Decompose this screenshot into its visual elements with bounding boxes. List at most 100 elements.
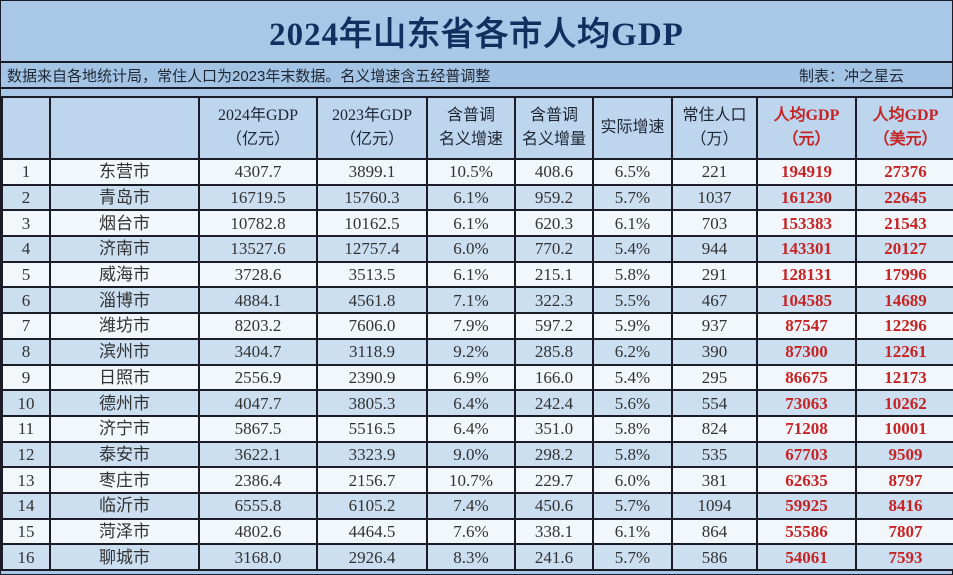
nominal-increase-cell: 959.2: [514, 183, 594, 212]
rank-cell: 2: [1, 183, 51, 212]
gdp-2024-cell: 8203.2: [198, 312, 318, 340]
gdp-2024-cell: 2556.9: [198, 363, 318, 392]
real-growth-cell: 5.4%: [592, 235, 673, 263]
gdp-2024-cell: 6555.8: [198, 491, 318, 520]
population-cell: 390: [671, 337, 758, 366]
population-cell: 586: [671, 543, 758, 571]
real-growth-cell: 5.7%: [592, 183, 673, 212]
per-capita-cny-cell: 153383: [756, 209, 857, 238]
per-capita-usd-cell: 12173: [855, 363, 953, 392]
gdp-2023-cell: 3118.9: [316, 337, 428, 366]
table-row: 1 东营市 4307.7 3899.1 10.5% 408.6 6.5% 221 194919 2…: [1, 158, 953, 186]
rank-cell: 12: [1, 440, 51, 469]
nominal-increase-cell: 229.7: [514, 466, 594, 494]
city-cell: 临沂市: [49, 491, 200, 520]
gdp-2023-cell: 4561.8: [316, 286, 428, 315]
per-capita-cny-cell: 54061: [756, 543, 857, 571]
city-cell: 聊城市: [49, 543, 200, 571]
nominal-increase-cell: 166.0: [514, 363, 594, 392]
table-row: 5 威海市 3728.6 3513.5 6.1% 215.1 5.8% 291 128131 17…: [1, 260, 953, 289]
nominal-increase-cell: 351.0: [514, 414, 594, 443]
per-capita-cny-cell: 59925: [756, 491, 857, 520]
population-cell: 381: [671, 466, 758, 494]
nominal-growth-cell: 6.1%: [426, 183, 516, 212]
table-row: 8 滨州市 3404.7 3118.9 9.2% 285.8 6.2% 390 87300 122…: [1, 337, 953, 366]
population-cell: 1037: [671, 183, 758, 212]
per-capita-usd-cell: 21543: [855, 209, 953, 238]
population-cell: 703: [671, 209, 758, 238]
rank-cell: 15: [1, 517, 51, 546]
gdp-2023-cell: 7606.0: [316, 312, 428, 340]
nominal-growth-cell: 6.1%: [426, 209, 516, 238]
real-growth-cell: 6.5%: [592, 158, 673, 186]
population-cell: 291: [671, 260, 758, 289]
col-header-per-capita-cny: 人均GDP （元）: [756, 96, 857, 160]
data-source-note: 数据来自各地统计局，常住人口为2023年末数据。名义增速含五经普调整: [7, 67, 491, 85]
table-body: 1 东营市 4307.7 3899.1 10.5% 408.6 6.5% 221 194919 2…: [1, 158, 953, 571]
col-header-per-capita-usd: 人均GDP （美元）: [855, 96, 953, 160]
gdp-2024-cell: 4307.7: [198, 158, 318, 186]
real-growth-cell: 5.9%: [592, 312, 673, 340]
per-capita-cny-cell: 73063: [756, 389, 857, 417]
gdp-2023-cell: 4464.5: [316, 517, 428, 546]
population-cell: 824: [671, 414, 758, 443]
per-capita-usd-cell: 10001: [855, 414, 953, 443]
gdp-2023-cell: 3323.9: [316, 440, 428, 469]
per-capita-cny-cell: 62635: [756, 466, 857, 494]
spacer: [1, 89, 952, 96]
col-header-gdp-2024: 2024年GDP （亿元）: [198, 96, 318, 160]
per-capita-usd-cell: 8797: [855, 466, 953, 494]
gdp-2024-cell: 3168.0: [198, 543, 318, 571]
header-row: 2024年GDP （亿元） 2023年GDP （亿元） 含普调 名义增速 含普调…: [1, 96, 953, 160]
real-growth-cell: 5.4%: [592, 363, 673, 392]
rank-cell: 1: [1, 158, 51, 186]
table-row: 13 枣庄市 2386.4 2156.7 10.7% 229.7 6.0% 381 62635 8…: [1, 466, 953, 494]
city-cell: 东营市: [49, 158, 200, 186]
per-capita-cny-cell: 67703: [756, 440, 857, 469]
gdp-2023-cell: 2926.4: [316, 543, 428, 571]
per-capita-usd-cell: 20127: [855, 235, 953, 263]
rank-cell: 3: [1, 209, 51, 238]
nominal-growth-cell: 7.9%: [426, 312, 516, 340]
nominal-increase-cell: 298.2: [514, 440, 594, 469]
population-cell: 554: [671, 389, 758, 417]
gdp-2024-cell: 3404.7: [198, 337, 318, 366]
rank-cell: 6: [1, 286, 51, 315]
gdp-2024-cell: 10782.8: [198, 209, 318, 238]
gdp-2024-cell: 3622.1: [198, 440, 318, 469]
nominal-increase-cell: 285.8: [514, 337, 594, 366]
nominal-increase-cell: 408.6: [514, 158, 594, 186]
real-growth-cell: 5.6%: [592, 389, 673, 417]
nominal-increase-cell: 322.3: [514, 286, 594, 315]
nominal-growth-cell: 10.7%: [426, 466, 516, 494]
city-cell: 泰安市: [49, 440, 200, 469]
population-cell: 295: [671, 363, 758, 392]
city-cell: 威海市: [49, 260, 200, 289]
nominal-growth-cell: 8.3%: [426, 543, 516, 571]
rank-cell: 7: [1, 312, 51, 340]
rank-cell: 4: [1, 235, 51, 263]
nominal-growth-cell: 7.1%: [426, 286, 516, 315]
gdp-2024-cell: 4884.1: [198, 286, 318, 315]
gdp-2024-cell: 4802.6: [198, 517, 318, 546]
table-row: 12 泰安市 3622.1 3323.9 9.0% 298.2 5.8% 535 67703 95…: [1, 440, 953, 469]
table-row: 3 烟台市 10782.8 10162.5 6.1% 620.3 6.1% 703 153383…: [1, 209, 953, 238]
real-growth-cell: 6.0%: [592, 466, 673, 494]
gdp-table: 2024年GDP （亿元） 2023年GDP （亿元） 含普调 名义增速 含普调…: [1, 96, 953, 571]
gdp-2023-cell: 2390.9: [316, 363, 428, 392]
nominal-growth-cell: 7.6%: [426, 517, 516, 546]
per-capita-usd-cell: 12296: [855, 312, 953, 340]
table-row: 9 日照市 2556.9 2390.9 6.9% 166.0 5.4% 295 86675 121…: [1, 363, 953, 392]
nominal-increase-cell: 241.6: [514, 543, 594, 571]
table-row: 4 济南市 13527.6 12757.4 6.0% 770.2 5.4% 944 143301…: [1, 235, 953, 263]
per-capita-usd-cell: 12261: [855, 337, 953, 366]
rank-cell: 13: [1, 466, 51, 494]
table-credit: 制表：冲之星云: [798, 67, 904, 85]
per-capita-usd-cell: 7807: [855, 517, 953, 546]
table-row: 16 聊城市 3168.0 2926.4 8.3% 241.6 5.7% 586 54061 75…: [1, 543, 953, 571]
population-cell: 467: [671, 286, 758, 315]
gdp-2024-cell: 4047.7: [198, 389, 318, 417]
table-row: 7 潍坊市 8203.2 7606.0 7.9% 597.2 5.9% 937 87547 122…: [1, 312, 953, 340]
page-title: 2024年山东省各市人均GDP: [1, 1, 952, 63]
